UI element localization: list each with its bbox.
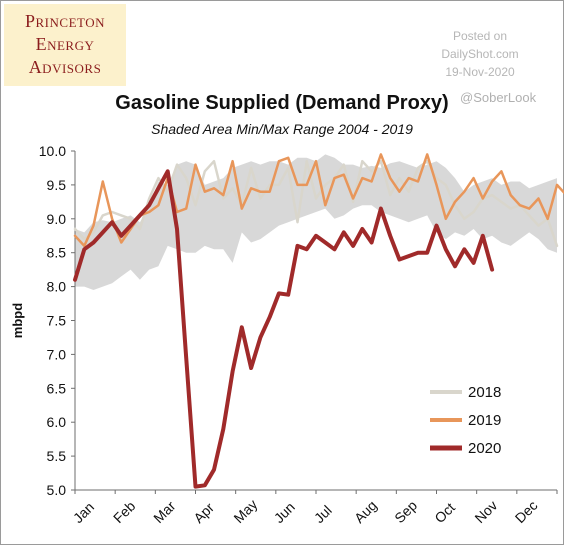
y-tick-label: 8.0 — [47, 279, 67, 295]
x-tick-label: Dec — [512, 497, 541, 526]
x-tick-label: Jun — [271, 499, 298, 526]
x-tick-label: Jan — [70, 499, 97, 526]
y-tick-label: 8.5 — [47, 245, 67, 261]
y-tick-label: 9.5 — [47, 177, 67, 193]
watermark-posted: Posted on — [452, 29, 508, 43]
logo-line-1: Princeton — [25, 11, 105, 31]
chart-subtitle: Shaded Area Min/Max Range 2004 - 2019 — [151, 121, 413, 137]
watermark: Posted on DailyShot.com 19-Nov-2020 — [410, 27, 550, 81]
watermark-date: 19-Nov-2020 — [445, 65, 515, 79]
y-axis-label: mbpd — [10, 303, 25, 338]
chart-title: Gasoline Supplied (Demand Proxy) — [115, 92, 449, 114]
legend-label-2019: 2019 — [468, 412, 501, 429]
x-tick-label: Feb — [110, 498, 139, 527]
x-tick-label: Aug — [351, 497, 380, 526]
y-tick-label: 5.0 — [47, 482, 67, 498]
x-tick-label: Sep — [391, 497, 420, 526]
x-tick-label: Oct — [431, 499, 458, 526]
watermark-handle: @SoberLook — [460, 90, 537, 105]
legend-label-2020: 2020 — [468, 440, 501, 457]
y-tick-label: 9.0 — [47, 211, 67, 227]
y-tick-label: 7.5 — [47, 313, 67, 329]
y-tick-label: 5.5 — [47, 448, 67, 464]
y-tick-label: 10.0 — [39, 143, 66, 159]
series-line-2020 — [73, 169, 495, 489]
series-line-2018 — [73, 159, 559, 248]
x-tick-label: Mar — [150, 498, 179, 527]
company-logo: Princeton Energy Advisors — [4, 4, 126, 86]
y-tick-label: 6.5 — [47, 380, 67, 396]
range-band-area — [75, 154, 557, 290]
logo-line-2: Energy — [35, 34, 95, 54]
x-tick-label: Nov — [471, 497, 500, 526]
series-line-2019 — [73, 153, 564, 248]
y-tick-label: 6.0 — [47, 414, 67, 430]
x-tick-label: Apr — [190, 499, 217, 526]
y-tick-label: 7.0 — [47, 346, 67, 362]
x-tick-label: May — [230, 496, 260, 526]
watermark-site: DailyShot.com — [441, 47, 519, 61]
legend-label-2018: 2018 — [468, 384, 501, 401]
logo-line-3: Advisors — [28, 57, 102, 77]
x-tick-label: Jul — [311, 502, 335, 526]
